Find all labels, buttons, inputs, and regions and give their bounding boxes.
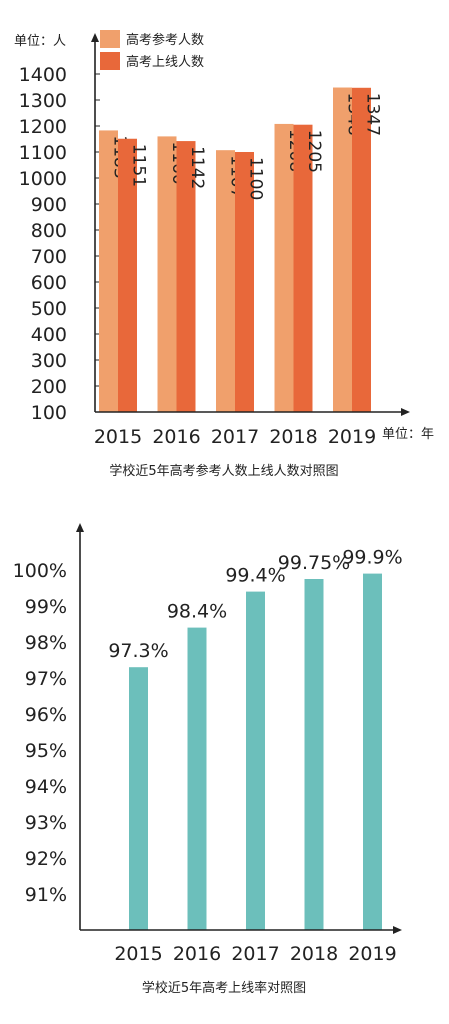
bar-2018-0 bbox=[274, 123, 294, 413]
legend-swatch-1 bbox=[100, 52, 120, 70]
y-tick-label: 93% bbox=[25, 812, 67, 834]
bar-2019 bbox=[363, 573, 382, 930]
y-tick-label: 1400 bbox=[19, 64, 67, 86]
bar-value-label: 1347 bbox=[363, 93, 383, 136]
bar-value-label: 1205 bbox=[304, 130, 324, 173]
y-tick-label: 1000 bbox=[19, 168, 67, 190]
y-tick-label: 200 bbox=[31, 376, 67, 398]
y-tick-label: 91% bbox=[25, 884, 67, 906]
x-tick-label: 2017 bbox=[211, 426, 259, 448]
y-tick-label: 99% bbox=[25, 596, 67, 618]
x-tick-label: 2016 bbox=[173, 943, 221, 965]
bar-2017 bbox=[246, 591, 265, 930]
bar-2019-1 bbox=[352, 87, 371, 412]
x-tick-label: 2017 bbox=[231, 943, 279, 965]
bar-2016-1 bbox=[176, 141, 196, 412]
x-tick-label: 2019 bbox=[348, 943, 396, 965]
bar-value-label: 99.4% bbox=[225, 565, 285, 587]
bars: 97.3% 98.4% 99.4%99.75%99.9% bbox=[108, 547, 403, 930]
y-tick-label: 400 bbox=[31, 324, 67, 346]
x-tick-label: 2018 bbox=[269, 426, 317, 448]
bar-value-label: 99.9% bbox=[342, 547, 402, 569]
bar-2015-1 bbox=[118, 138, 137, 413]
x-axis-ticks: 2015 2016 2017 2018 2019 bbox=[94, 426, 376, 448]
y-tick-label: 92% bbox=[25, 848, 67, 870]
bar-2016 bbox=[187, 627, 207, 930]
y-tick-label: 98% bbox=[25, 632, 67, 654]
y-axis-ticks: 91% 92% 93% 94% 95% 96% 97% 98% 99% 100% bbox=[13, 560, 67, 906]
legend-label-1: 高考上线人数 bbox=[126, 54, 204, 70]
bar-2016-0 bbox=[157, 136, 177, 412]
x-tick-label: 2016 bbox=[152, 426, 200, 448]
x-tick-label: 2015 bbox=[94, 426, 142, 448]
bars: 1183115111601142110711001208120513481347 bbox=[99, 87, 383, 413]
x-axis-arrow bbox=[401, 408, 410, 416]
bar-2017-1 bbox=[235, 152, 254, 412]
y-tick-label: 700 bbox=[31, 246, 67, 268]
y-tick-label: 300 bbox=[31, 350, 67, 372]
y-tick-label: 97% bbox=[25, 668, 67, 690]
bar-value-label: 1100 bbox=[246, 157, 266, 200]
admission-rate-chart: 91% 92% 93% 94% 95% 96% 97% 98% 99% 100% 97.3% 98.… bbox=[13, 523, 403, 996]
bar-2015 bbox=[129, 667, 148, 930]
bar-value-label: 99.75% bbox=[278, 552, 350, 574]
bar-2019-0 bbox=[333, 87, 352, 413]
bar-value-label: 98.4% bbox=[167, 601, 227, 623]
y-tick-label: 500 bbox=[31, 298, 67, 320]
y-tick-label: 1300 bbox=[19, 90, 67, 112]
y-tick-label: 96% bbox=[25, 704, 67, 726]
x-axis-ticks: 2015 2016 2017 2018 2019 bbox=[114, 943, 396, 965]
y-tick-label: 100% bbox=[13, 560, 67, 582]
bar-value-label: 1151 bbox=[129, 144, 149, 187]
y-tick-label: 95% bbox=[25, 740, 67, 762]
y-tick-label: 100 bbox=[31, 402, 67, 424]
y-tick-label: 600 bbox=[31, 272, 67, 294]
chart-caption: 学校近5年高考参考人数上线人数对照图 bbox=[109, 463, 338, 479]
x-unit-label: 单位：年 bbox=[382, 427, 434, 442]
y-tick-label: 1200 bbox=[19, 116, 67, 138]
y-tick-label: 1100 bbox=[19, 142, 67, 164]
bar-2017-0 bbox=[216, 150, 235, 412]
x-tick-label: 2019 bbox=[328, 426, 376, 448]
chart-caption: 学校近5年高考上线率对照图 bbox=[142, 980, 306, 996]
x-axis-arrow bbox=[393, 926, 402, 934]
legend-swatch-0 bbox=[100, 30, 120, 48]
y-axis-ticks: 100 200 300 400 500 600 700 800 900 1000 1100 1200 1… bbox=[19, 64, 100, 424]
bar-2015-0 bbox=[99, 130, 118, 413]
y-tick-label: 94% bbox=[25, 776, 67, 798]
x-tick-label: 2018 bbox=[290, 943, 338, 965]
y-tick-label: 800 bbox=[31, 220, 67, 242]
bar-value-label: 1142 bbox=[187, 146, 207, 189]
y-tick-label: 900 bbox=[31, 194, 67, 216]
y-axis-arrow bbox=[76, 523, 84, 532]
x-tick-label: 2015 bbox=[114, 943, 162, 965]
y-axis-arrow bbox=[91, 33, 99, 42]
bar-2018 bbox=[304, 579, 324, 930]
bar-value-label: 97.3% bbox=[108, 640, 168, 662]
bar-2018-1 bbox=[293, 124, 313, 412]
y-unit-label: 单位：人 bbox=[14, 34, 66, 49]
legend-label-0: 高考参考人数 bbox=[126, 32, 204, 48]
